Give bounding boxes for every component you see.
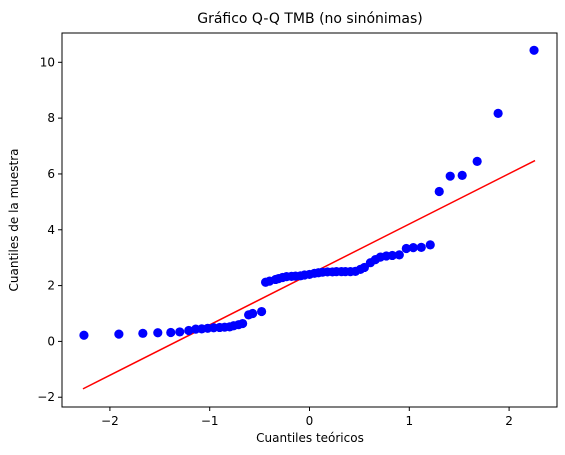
data-point [458, 171, 467, 180]
y-tick-label: 2 [47, 279, 55, 293]
chart-title: Gráfico Q-Q TMB (no sinónimas) [197, 11, 423, 27]
y-tick-label: 6 [47, 167, 55, 181]
x-tick-label: 0 [306, 414, 314, 428]
data-point [79, 331, 88, 340]
data-point [114, 330, 123, 339]
data-point [166, 328, 175, 337]
data-point [257, 307, 266, 316]
data-point [494, 109, 503, 118]
data-point [175, 327, 184, 336]
data-point [529, 46, 538, 55]
y-tick-label: 8 [47, 111, 55, 125]
data-point [138, 329, 147, 338]
x-tick-label: −2 [101, 414, 119, 428]
data-point [426, 240, 435, 249]
data-point [153, 328, 162, 337]
data-point [248, 309, 257, 318]
data-point [417, 243, 426, 252]
data-point [238, 319, 247, 328]
y-tick-label: 0 [47, 334, 55, 348]
y-tick-label: 4 [47, 223, 55, 237]
y-axis-label: Cuantiles de la muestra [7, 148, 21, 291]
y-tick-label: −2 [37, 390, 55, 404]
x-tick-label: −1 [201, 414, 219, 428]
x-axis-label: Cuantiles teóricos [256, 431, 364, 445]
data-point [435, 187, 444, 196]
data-point [395, 250, 404, 259]
y-tick-label: 10 [40, 55, 55, 69]
data-point [473, 157, 482, 166]
x-tick-label: 1 [405, 414, 413, 428]
x-tick-label: 2 [505, 414, 513, 428]
data-point [409, 243, 418, 252]
data-point [446, 172, 455, 181]
